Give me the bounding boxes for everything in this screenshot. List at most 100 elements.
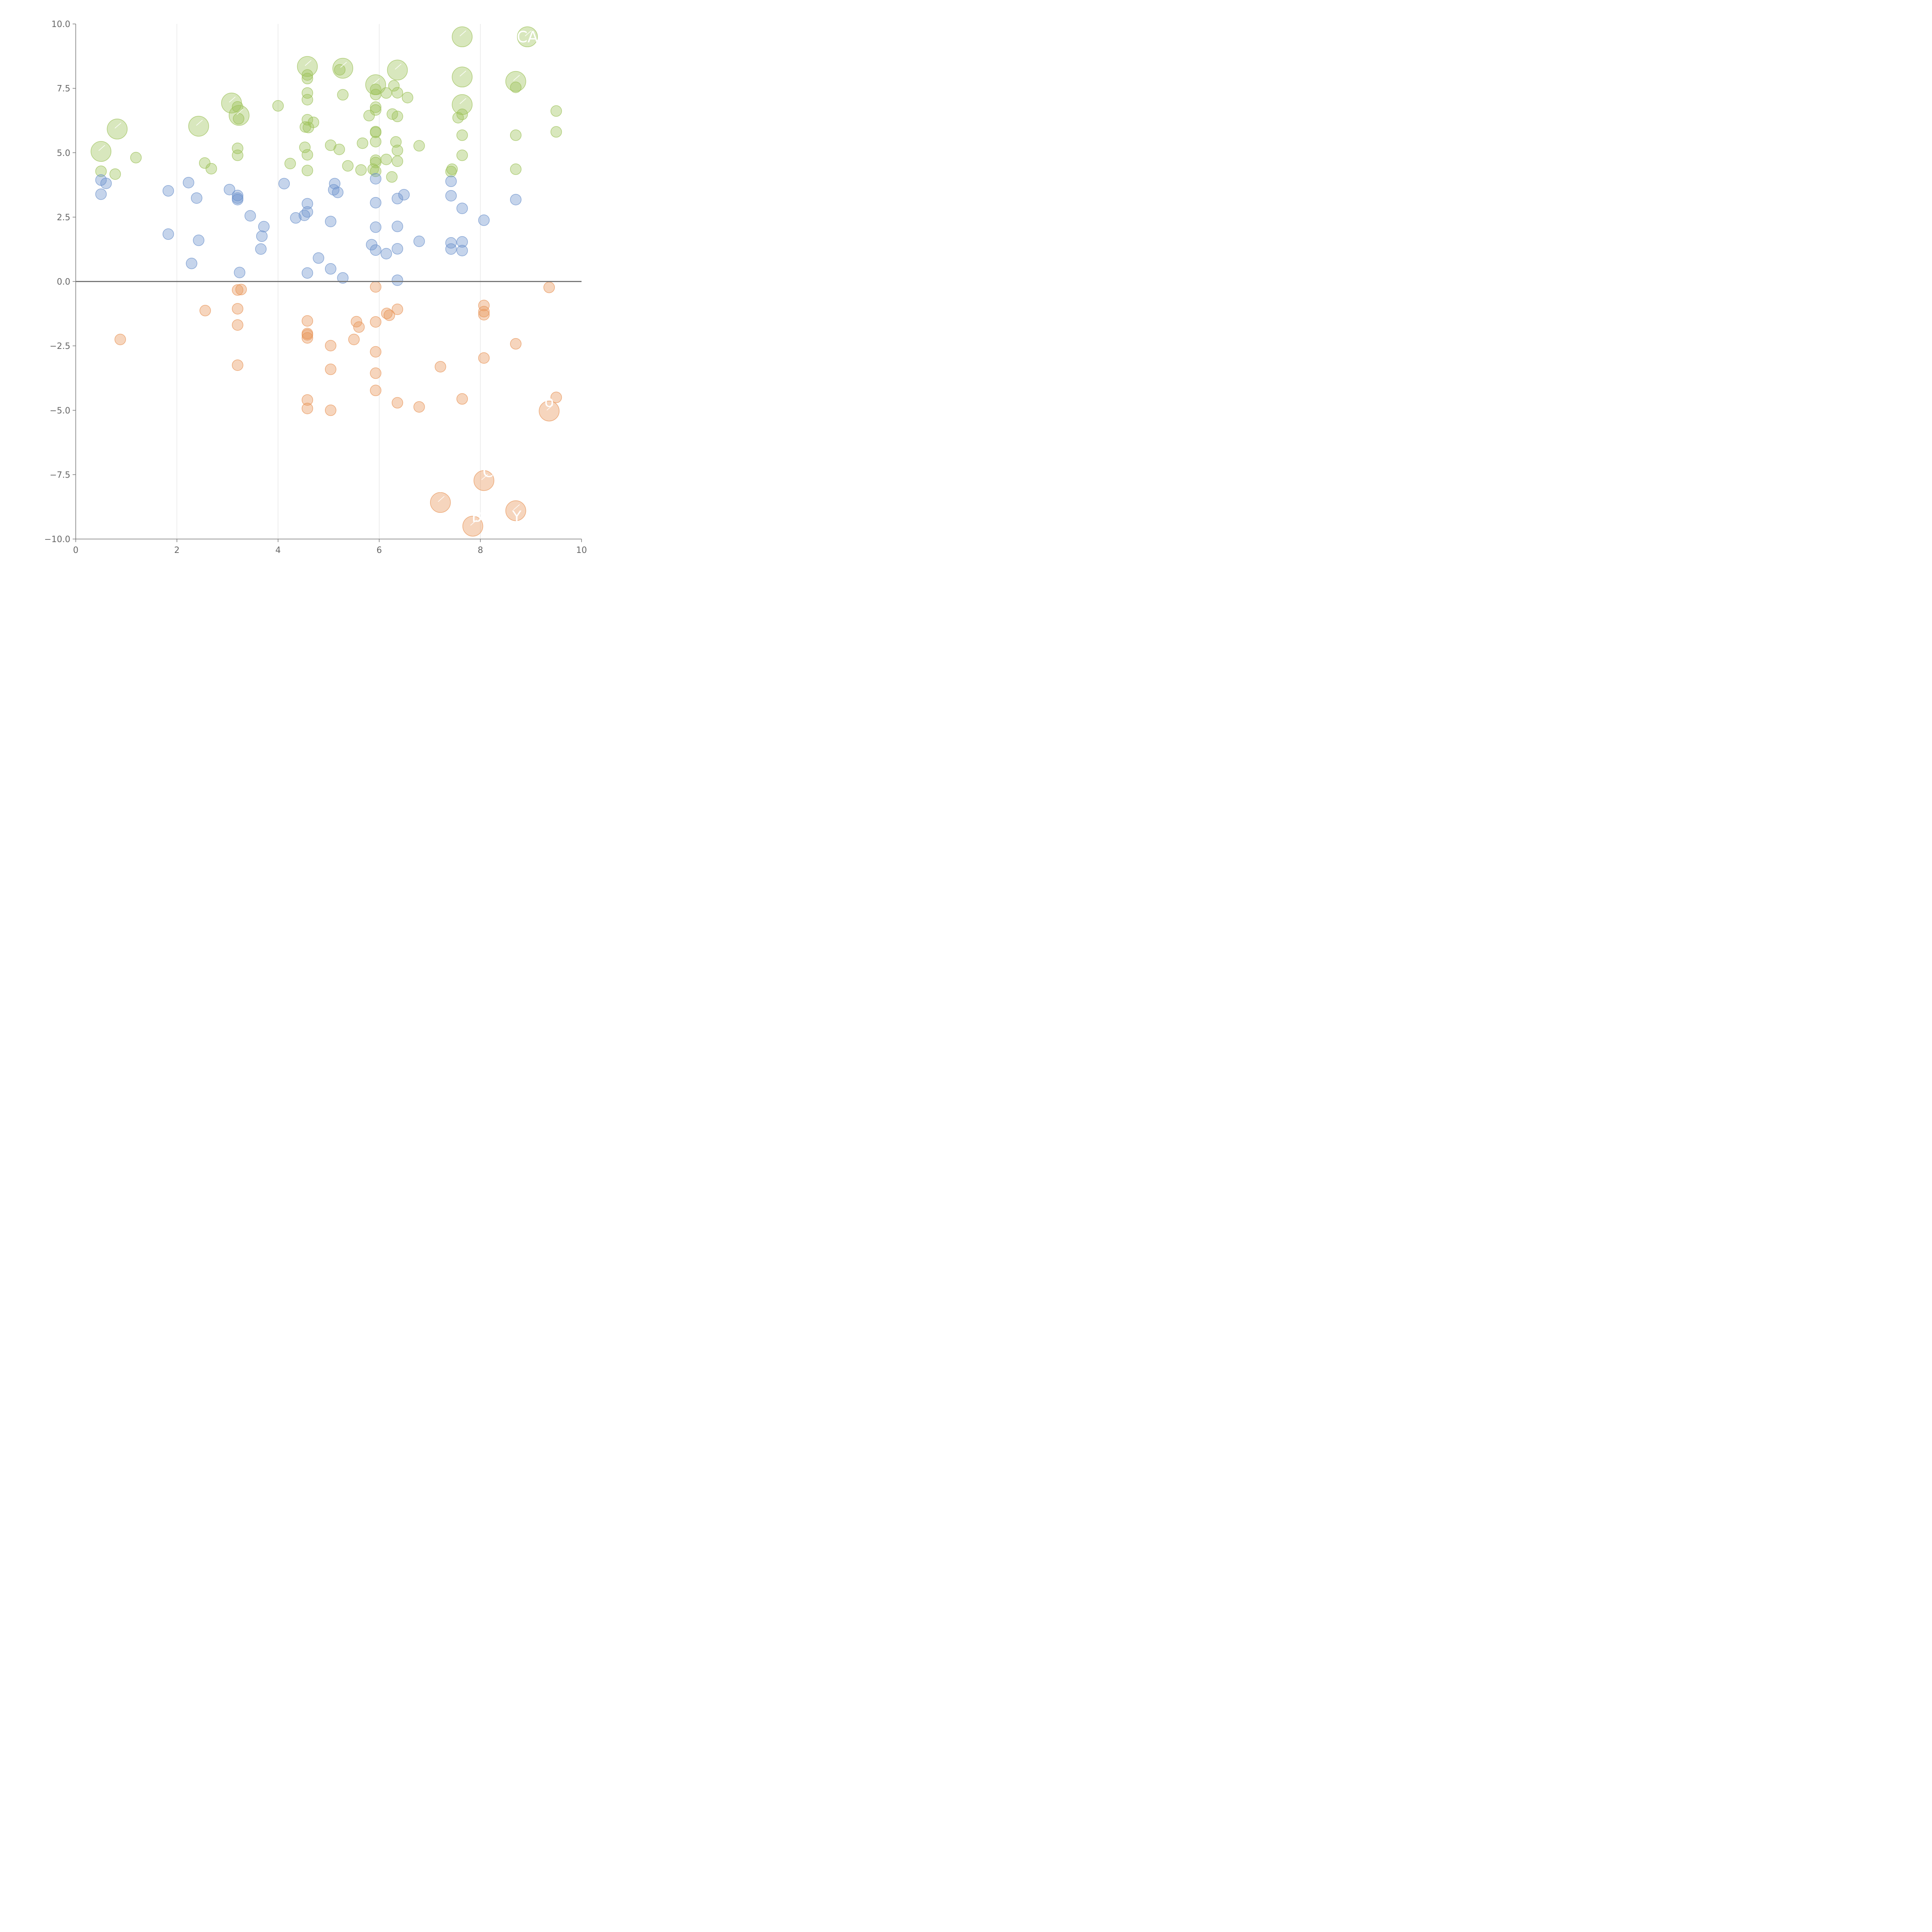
leader-line-5 (305, 60, 311, 66)
bubble-green-62 (452, 26, 473, 48)
bubble-blue-2 (95, 188, 107, 200)
bubble-blue-4 (162, 228, 174, 240)
x-tick-label-5: 10 (576, 546, 587, 555)
bubble-green-18 (301, 73, 313, 85)
bubble-blue-44 (445, 190, 457, 202)
y-tick-label-6: 5.0 (57, 148, 70, 158)
bubble-green-63 (452, 66, 473, 88)
bubble-green-10 (232, 101, 243, 113)
bubble-orange-22 (370, 367, 381, 379)
bubble-orange-26 (391, 303, 403, 315)
bubble-green-64 (452, 94, 473, 115)
bubble-green-14 (272, 100, 284, 112)
bubble-orange-36 (478, 352, 490, 364)
bubble-blue-23 (313, 252, 325, 264)
x-tick-label-4: 8 (478, 546, 483, 555)
bubble-blue-33 (370, 221, 381, 233)
bubble-orange-37 (473, 470, 495, 491)
bubble-orange-14 (325, 364, 337, 375)
bubble-green-29 (334, 64, 346, 76)
bubble-green-0 (90, 141, 112, 162)
bubble-blue-3 (162, 185, 174, 197)
bubble-green-24 (303, 122, 314, 133)
leader-line-7 (373, 78, 380, 84)
bubble-orange-10 (301, 332, 313, 344)
bubble-blue-29 (325, 263, 337, 275)
bubbles-layer (90, 26, 562, 537)
bubble-green-2 (130, 152, 142, 163)
bubble-green-60 (386, 171, 398, 183)
bubble-orange-13 (325, 340, 337, 352)
leader-line-18 (546, 405, 553, 411)
bubble-blue-17 (234, 267, 245, 278)
bubble-green-52 (388, 80, 400, 92)
bubble-orange-30 (430, 492, 451, 513)
bubble-green-20 (301, 94, 313, 105)
bubble-green-75 (517, 26, 538, 48)
bubble-orange-27 (391, 397, 403, 409)
bubble-orange-28 (413, 401, 425, 413)
bubble-blue-5 (183, 177, 194, 189)
y-tick-label-0: −10.0 (44, 535, 70, 544)
bubble-orange-25 (383, 310, 395, 321)
bubble-blue-6 (191, 192, 202, 204)
bubble-blue-9 (224, 184, 235, 196)
bubble-green-48 (367, 163, 379, 175)
bubble-blue-22 (298, 209, 310, 221)
leader-line-12 (513, 75, 520, 81)
leader-line-4 (236, 109, 243, 115)
bubble-orange-17 (350, 316, 362, 328)
scatter-chart: CA A ' C B Yo 0 2 4 6 8 10 −10.0 −7.5 −5.0 −2.5 0.0 2.5… (44, 20, 587, 555)
bubble-green-35 (355, 164, 367, 176)
bubble-green-76 (550, 105, 562, 117)
bubble-green-23 (299, 121, 311, 133)
bubble-green-58 (391, 145, 403, 156)
bubble-orange-19 (370, 281, 381, 293)
bubble-green-19 (301, 87, 313, 99)
bubble-blue-27 (332, 187, 344, 198)
bubble-blue-46 (445, 243, 457, 255)
bubble-blue-43 (445, 175, 457, 187)
bubble-green-34 (357, 137, 368, 149)
bubble-blue-51 (510, 194, 522, 206)
bubble-orange-12 (301, 403, 313, 414)
bubble-orange-0 (114, 333, 126, 345)
bubble-blue-18 (278, 178, 290, 189)
bubble-blue-50 (478, 214, 490, 226)
bubble-green-66 (456, 109, 468, 120)
bubble-blue-10 (232, 190, 243, 201)
axes (75, 24, 582, 539)
bubble-label-1: A (232, 169, 243, 187)
leader-line-17 (513, 504, 520, 510)
bubble-orange-40 (543, 282, 555, 293)
bubble-green-51 (387, 60, 408, 81)
leader-line-3 (229, 97, 236, 103)
bubble-orange-29 (435, 361, 446, 372)
bubble-orange-6 (232, 359, 243, 371)
bubble-green-26 (301, 149, 313, 161)
leader-line-10 (459, 70, 466, 77)
bubble-blue-24 (301, 267, 313, 279)
bubble-orange-31 (456, 393, 468, 405)
bubble-green-33 (342, 160, 354, 172)
bubble-label-6: o (544, 393, 554, 411)
bubble-green-9 (229, 105, 250, 126)
bubble-green-28 (332, 58, 353, 79)
leader-line-2 (196, 120, 203, 126)
bubble-green-39 (370, 101, 381, 113)
bubble-orange-34 (478, 306, 490, 318)
bubble-blue-21 (301, 206, 313, 218)
bubble-green-71 (505, 71, 526, 92)
leader-line-13 (525, 30, 532, 36)
bubble-orange-7 (301, 315, 313, 327)
bubble-blue-7 (186, 258, 197, 269)
bubble-blue-25 (329, 178, 340, 189)
bubble-blue-13 (244, 210, 256, 222)
leader-line-1 (114, 122, 121, 129)
bubble-green-49 (380, 87, 392, 99)
bubble-blue-28 (325, 216, 337, 227)
bubble-orange-35 (478, 309, 490, 321)
bubble-blue-39 (391, 221, 403, 232)
bubble-green-3 (95, 165, 107, 177)
bubble-blue-42 (413, 235, 425, 247)
